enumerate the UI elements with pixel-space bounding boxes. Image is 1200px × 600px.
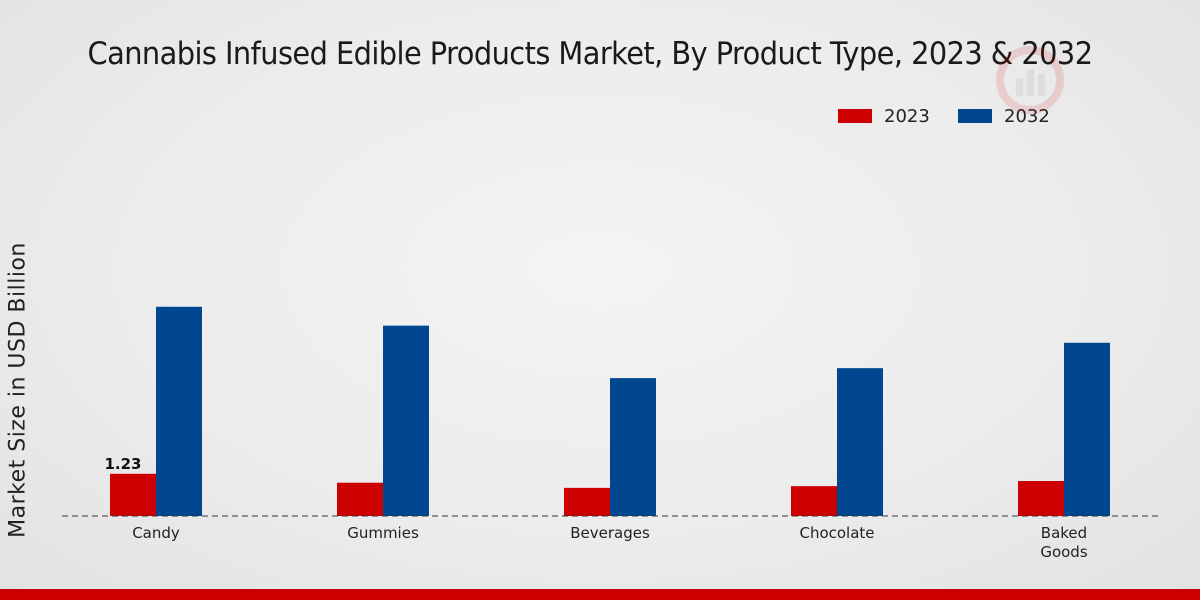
bar-2032-baked-goods [1064, 342, 1110, 516]
chart-title: Cannabis Infused Edible Products Market,… [87, 36, 1094, 72]
bottom-accent-bar [0, 589, 1200, 600]
legend-label-2023: 2023 [884, 105, 930, 127]
bar-2023-beverages [564, 487, 610, 516]
x-tick-label: Candy [132, 524, 180, 542]
x-tick-label: Chocolate [799, 524, 874, 542]
bar-2023-chocolate [791, 486, 837, 516]
bar-2032-candy [156, 306, 202, 516]
x-tick-label: Gummies [347, 524, 419, 542]
legend-swatch-2032 [958, 109, 992, 123]
watermark-logo-icon [996, 46, 1064, 114]
bar-2023-gummies [337, 482, 383, 516]
legend-item-2023: 2023 [838, 104, 930, 128]
data-label: 1.23 [104, 455, 141, 473]
legend-label-2032: 2032 [1004, 105, 1050, 127]
legend-swatch-2023 [838, 109, 872, 123]
bar-2023-baked-goods [1018, 481, 1064, 516]
x-tick-label: Beverages [570, 524, 650, 542]
x-tick-label: Baked [1041, 524, 1087, 542]
bar-2032-gummies [383, 325, 429, 516]
legend-item-2032: 2032 [958, 104, 1050, 128]
bar-2032-chocolate [837, 368, 883, 516]
bar-2023-candy [110, 473, 156, 516]
bar-2032-beverages [610, 378, 656, 516]
x-tick-label: Goods [1040, 543, 1087, 561]
